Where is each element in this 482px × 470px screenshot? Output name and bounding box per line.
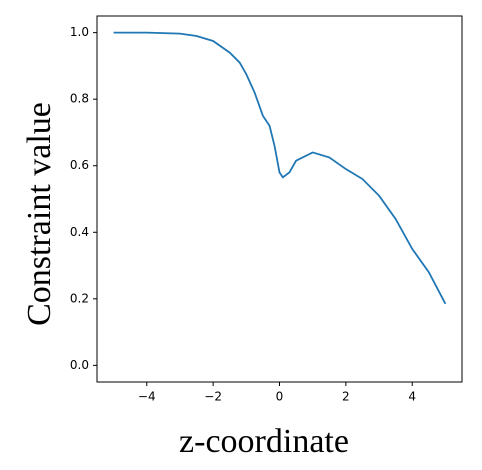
x-tick-label: −4 <box>138 390 156 404</box>
plot-frame <box>96 15 463 383</box>
y-tick-label: 0.4 <box>70 225 89 239</box>
y-tick-label: 0.6 <box>70 158 89 172</box>
x-axis-label: z-coordinate <box>179 423 349 460</box>
y-tick-label: 1.0 <box>70 25 89 39</box>
y-tick-label: 0.2 <box>70 291 89 305</box>
x-tick-label: 0 <box>276 390 284 404</box>
y-tick-label: 0.0 <box>70 358 89 372</box>
x-tick-label: 2 <box>342 390 350 404</box>
x-tick-label: 4 <box>408 390 416 404</box>
y-tick-label: 0.8 <box>70 92 89 106</box>
x-tick-label: −2 <box>204 390 222 404</box>
data-line <box>113 31 447 305</box>
y-axis-label: Constraint value <box>21 102 58 326</box>
